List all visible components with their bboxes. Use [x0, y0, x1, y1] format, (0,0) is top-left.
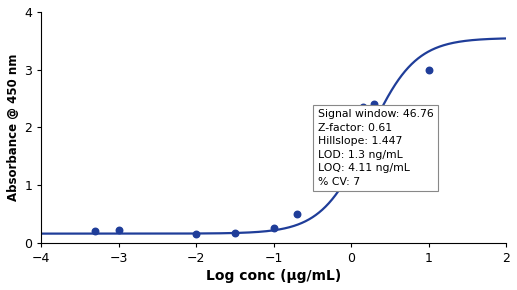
Point: [114, 228, 123, 233]
Point: [324, 177, 332, 182]
X-axis label: Log conc (μg/mL): Log conc (μg/mL): [206, 269, 341, 283]
Point: [424, 67, 433, 72]
Point: [91, 229, 99, 234]
Point: [370, 102, 378, 107]
Point: [231, 231, 239, 235]
Point: [192, 231, 200, 236]
Y-axis label: Absorbance @ 450 nm: Absorbance @ 450 nm: [7, 54, 20, 201]
Point: [269, 226, 278, 231]
Point: [293, 212, 301, 216]
Point: [359, 105, 367, 110]
Point: [374, 107, 383, 111]
Text: Signal window: 46.76
Z-factor: 0.61
Hillslope: 1.447
LOD: 1.3 ng/mL
LOQ: 4.11 ng: Signal window: 46.76 Z-factor: 0.61 Hill…: [318, 109, 434, 187]
